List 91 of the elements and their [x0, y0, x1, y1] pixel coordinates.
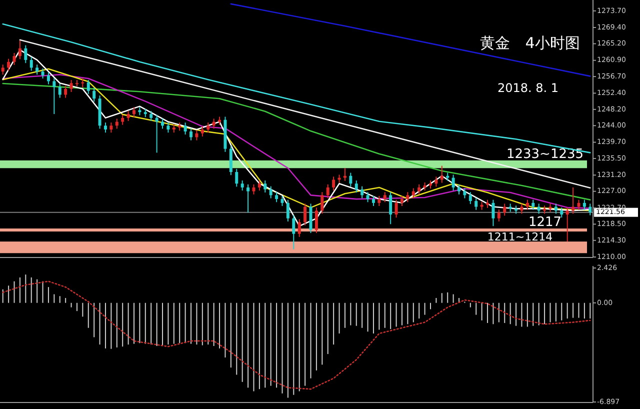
candlestick: [280, 195, 284, 206]
candlestick: [200, 126, 204, 137]
candlestick: [572, 186, 575, 214]
candlestick: [360, 186, 364, 199]
text: 黄金 4小时图: [480, 34, 580, 52]
candlestick: [434, 176, 438, 188]
candlestick: [104, 122, 107, 134]
candlestick: [520, 203, 524, 214]
candlestick: [235, 168, 238, 188]
candlestick: [166, 122, 170, 134]
candlestick: [70, 80, 73, 93]
candlestick: [474, 197, 478, 210]
candlestick: [1, 64, 4, 76]
candlestick: [582, 199, 586, 210]
candlestick: [150, 110, 153, 122]
candlestick: [155, 114, 158, 154]
candlestick: [292, 214, 296, 250]
candlestick: [332, 176, 336, 192]
candlestick: [588, 203, 592, 216]
candlestick: [275, 192, 278, 203]
candlestick: [184, 122, 187, 136]
candlestick: [52, 78, 56, 115]
candlestick: [458, 184, 461, 195]
candlestick: [269, 186, 272, 199]
candlestick: [566, 207, 569, 242]
candlestick: [115, 118, 118, 130]
band-label: 1211~1214: [487, 230, 553, 244]
candlestick: [240, 180, 244, 192]
candlestick: [36, 64, 39, 76]
candlestick: [412, 188, 415, 199]
candlestick: [86, 80, 90, 94]
candlestick: [190, 128, 193, 141]
candlestick: [195, 130, 198, 141]
candlestick: [492, 199, 495, 227]
candlestick: [389, 192, 392, 225]
candlestick: [537, 203, 540, 214]
candlestick: [497, 208, 500, 222]
candlestick: [126, 110, 130, 122]
candlestick: [463, 188, 466, 199]
candlestick: [378, 195, 381, 206]
candlestick: [206, 122, 210, 134]
candlestick: [366, 192, 370, 203]
candlestick: [320, 192, 324, 214]
candlestick: [161, 118, 164, 130]
candlestick: [418, 184, 421, 195]
candlestick: [314, 207, 318, 234]
band-label: 1233~1235: [506, 146, 584, 162]
candlestick: [258, 180, 261, 192]
candlestick: [212, 118, 216, 130]
candlestick: [309, 203, 312, 234]
candlestick: [354, 180, 358, 193]
candlestick: [64, 85, 68, 98]
candlestick: [7, 58, 10, 72]
candlestick: [286, 199, 290, 222]
candlestick: [298, 218, 301, 238]
candlestick: [246, 184, 250, 214]
line-series: [2, 280, 591, 390]
candlestick: [30, 56, 33, 72]
candlestick: [440, 165, 444, 184]
candlestick: [400, 195, 404, 206]
text: 2018. 8. 1: [497, 81, 559, 95]
candlestick: [58, 83, 62, 98]
candlestick: [468, 192, 472, 205]
candlestick: [452, 174, 455, 192]
candlestick: [121, 114, 124, 126]
candlestick: [577, 199, 580, 210]
candlestick: [383, 192, 386, 203]
candlestick: [326, 184, 330, 199]
candlestick: [132, 106, 136, 118]
candlestick: [229, 145, 232, 176]
candlestick: [406, 192, 410, 203]
candlestick: [264, 180, 267, 193]
candlestick: [349, 172, 352, 188]
candlestick: [526, 199, 529, 210]
candlestick: [503, 203, 506, 216]
candlestick: [560, 207, 564, 218]
candlestick: [532, 199, 535, 210]
candlestick: [343, 168, 346, 182]
candlestick: [41, 68, 44, 79]
candlestick: [372, 195, 375, 206]
candlestick: [18, 40, 22, 60]
candlestick: [24, 44, 28, 64]
candlestick: [252, 184, 256, 195]
candlestick: [92, 87, 96, 102]
candlestick: [394, 199, 398, 218]
candlestick: [304, 203, 307, 226]
ref-line-label: 1217: [528, 214, 562, 230]
candlestick: [554, 203, 558, 214]
candlestick: [12, 52, 16, 66]
candlestick: [46, 72, 50, 85]
candlestick: [110, 122, 113, 134]
